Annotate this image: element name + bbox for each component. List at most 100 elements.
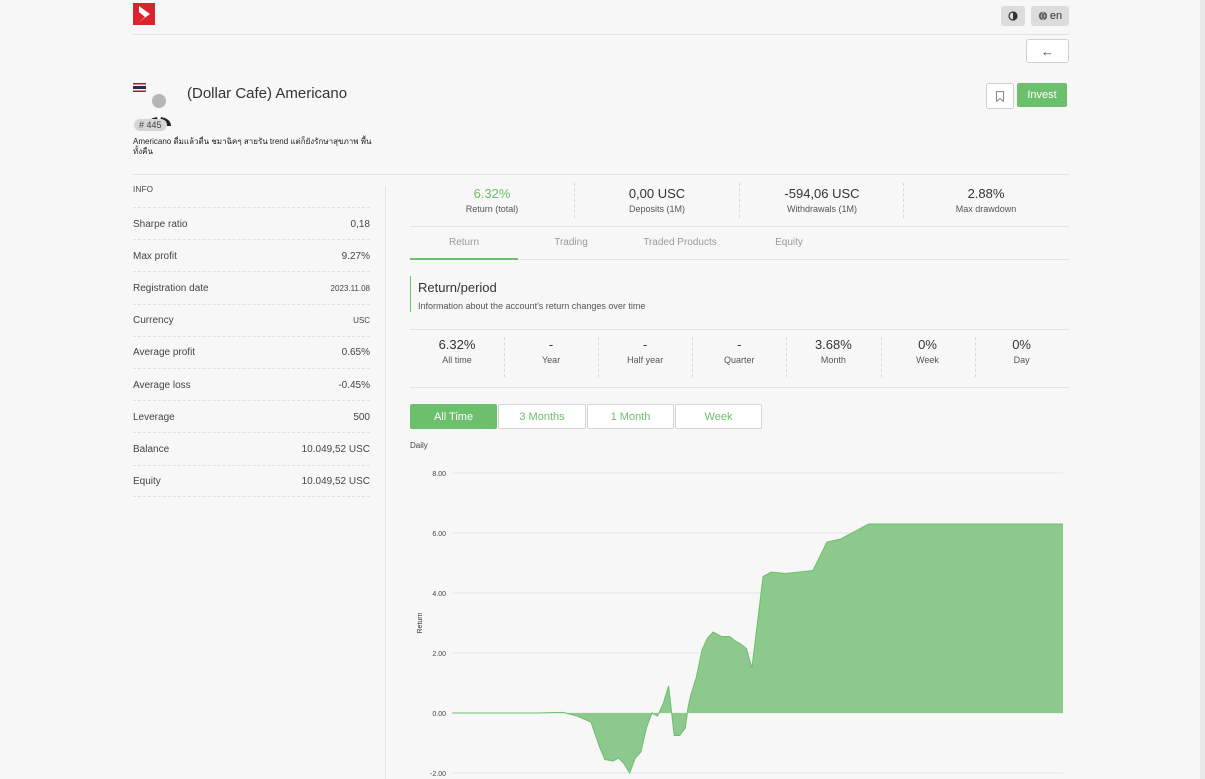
period-value: 0% [918,337,937,352]
period-separator [504,337,506,377]
info-label: Average profit [133,347,196,359]
stat-separator [574,183,576,218]
info-row: Registration date 2023.11.08 [133,271,370,304]
range-1-month-button[interactable]: 1 Month [587,404,674,429]
info-row: Average loss -0.45% [133,368,370,401]
period-label: Year [542,355,561,365]
info-value: 2023.11.08 [330,283,370,293]
info-label: Equity [133,476,161,488]
info-row: Currency USC [133,303,370,337]
tab-equity[interactable]: Equity [775,237,803,248]
stat-deposits: 0,00 USC Deposits (1M) [575,186,739,214]
info-value: 500 [353,411,370,423]
info-row: Leverage 500 [133,400,370,433]
period-value: - [643,337,648,352]
period-label: Quarter [724,355,755,365]
y-tick-label: 0.00 [432,711,446,718]
info-label: Registration date [133,282,209,294]
stat-separator [903,183,905,218]
info-value: -0.45% [338,379,370,391]
info-row: Equity 10.049,52 USC [133,464,370,498]
range-3-months-button[interactable]: 3 Months [498,404,586,429]
period-label: Half year [627,355,664,365]
range-week-button[interactable]: Week [675,404,762,429]
info-label: Max profit [133,250,177,262]
half-circle-icon [1008,11,1018,21]
chart-title: Daily [410,441,428,450]
period-separator [598,337,600,377]
active-tab-indicator [410,258,518,260]
period-stat: 3.68% Month [786,337,880,365]
info-value: 9.27% [341,250,370,262]
profile-divider [133,174,1069,175]
period-stat: 0% Week [881,337,975,365]
info-value: 10.049,52 USC [301,476,370,488]
header-divider [133,34,1069,35]
section-title: Return/period [418,280,497,295]
stat-value: 2.88% [967,186,1005,201]
periods-divider [410,387,1069,388]
y-tick-label: 6.00 [432,531,446,538]
theme-toggle-button[interactable] [1001,6,1025,26]
flag-icon [133,83,146,92]
y-axis-label: Return [417,612,424,633]
stat-label: Deposits (1M) [628,204,685,214]
language-label: en [1049,10,1063,22]
y-tick-label: 4.00 [432,591,446,598]
period-separator [786,337,788,377]
period-value: - [548,337,554,352]
return-line-series [452,523,1063,775]
stat-value: -594,06 USC [784,186,860,201]
language-button[interactable]: en [1031,6,1069,26]
info-label: Average loss [133,379,191,391]
stat-value: 6.32% [473,186,511,201]
period-label: All time [442,355,472,365]
stat-max-drawdown: 2.88% Max drawdown [904,186,1068,214]
info-value: 10.049,52 USC [301,443,370,455]
section-divider [410,329,1069,330]
period-separator [880,337,883,377]
section-accent-bar [410,276,411,312]
back-button[interactable]: ← [1026,39,1069,63]
tab-trading[interactable]: Trading [554,237,588,248]
period-stat: - Half year [598,337,692,365]
stat-separator [739,183,741,218]
period-separator [974,337,977,377]
rank-badge: # 445 [134,119,167,131]
scrollbar[interactable] [1200,0,1205,779]
bookmark-button[interactable] [986,83,1014,109]
invest-button[interactable]: Invest [1017,83,1067,107]
y-tick-label: 8.00 [432,471,446,478]
column-divider [385,186,386,779]
y-tick-label: -2.00 [430,771,446,778]
period-stat: 0% Day [975,337,1069,365]
period-stat: - Quarter [692,337,786,365]
info-value: USC [353,316,370,326]
period-label: Day [1013,355,1030,365]
info-label: Balance [133,443,170,455]
info-row: Sharpe ratio 0,18 [133,207,370,240]
info-label: Leverage [133,411,175,423]
stat-label: Withdrawals (1M) [786,204,857,214]
info-title: INFO [133,185,154,194]
period-value: 6.32% [438,337,476,352]
period-value: 0% [1012,337,1031,352]
period-separator [692,337,694,377]
stat-label: Max drawdown [955,204,1017,214]
period-label: Month [820,355,846,365]
period-value: 3.68% [814,337,852,352]
info-bottom-divider [133,496,370,498]
range-all-time-button[interactable]: All Time [410,404,497,429]
stat-withdrawals: -594,06 USC Withdrawals (1M) [740,186,904,214]
period-stat: 6.32% All time [410,337,504,365]
stat-label: Return (total) [465,204,519,214]
tab-traded-products[interactable]: Traded Products [643,237,717,248]
tab-return[interactable]: Return [448,237,479,248]
tabs-divider [410,259,1069,260]
period-value: - [737,337,742,352]
globe-icon [1038,11,1048,21]
page-title: (Dollar Cafe) Americano [187,85,348,102]
bookmark-icon [996,90,1004,102]
y-tick-label: 2.00 [432,651,446,658]
period-label: Week [916,355,939,365]
